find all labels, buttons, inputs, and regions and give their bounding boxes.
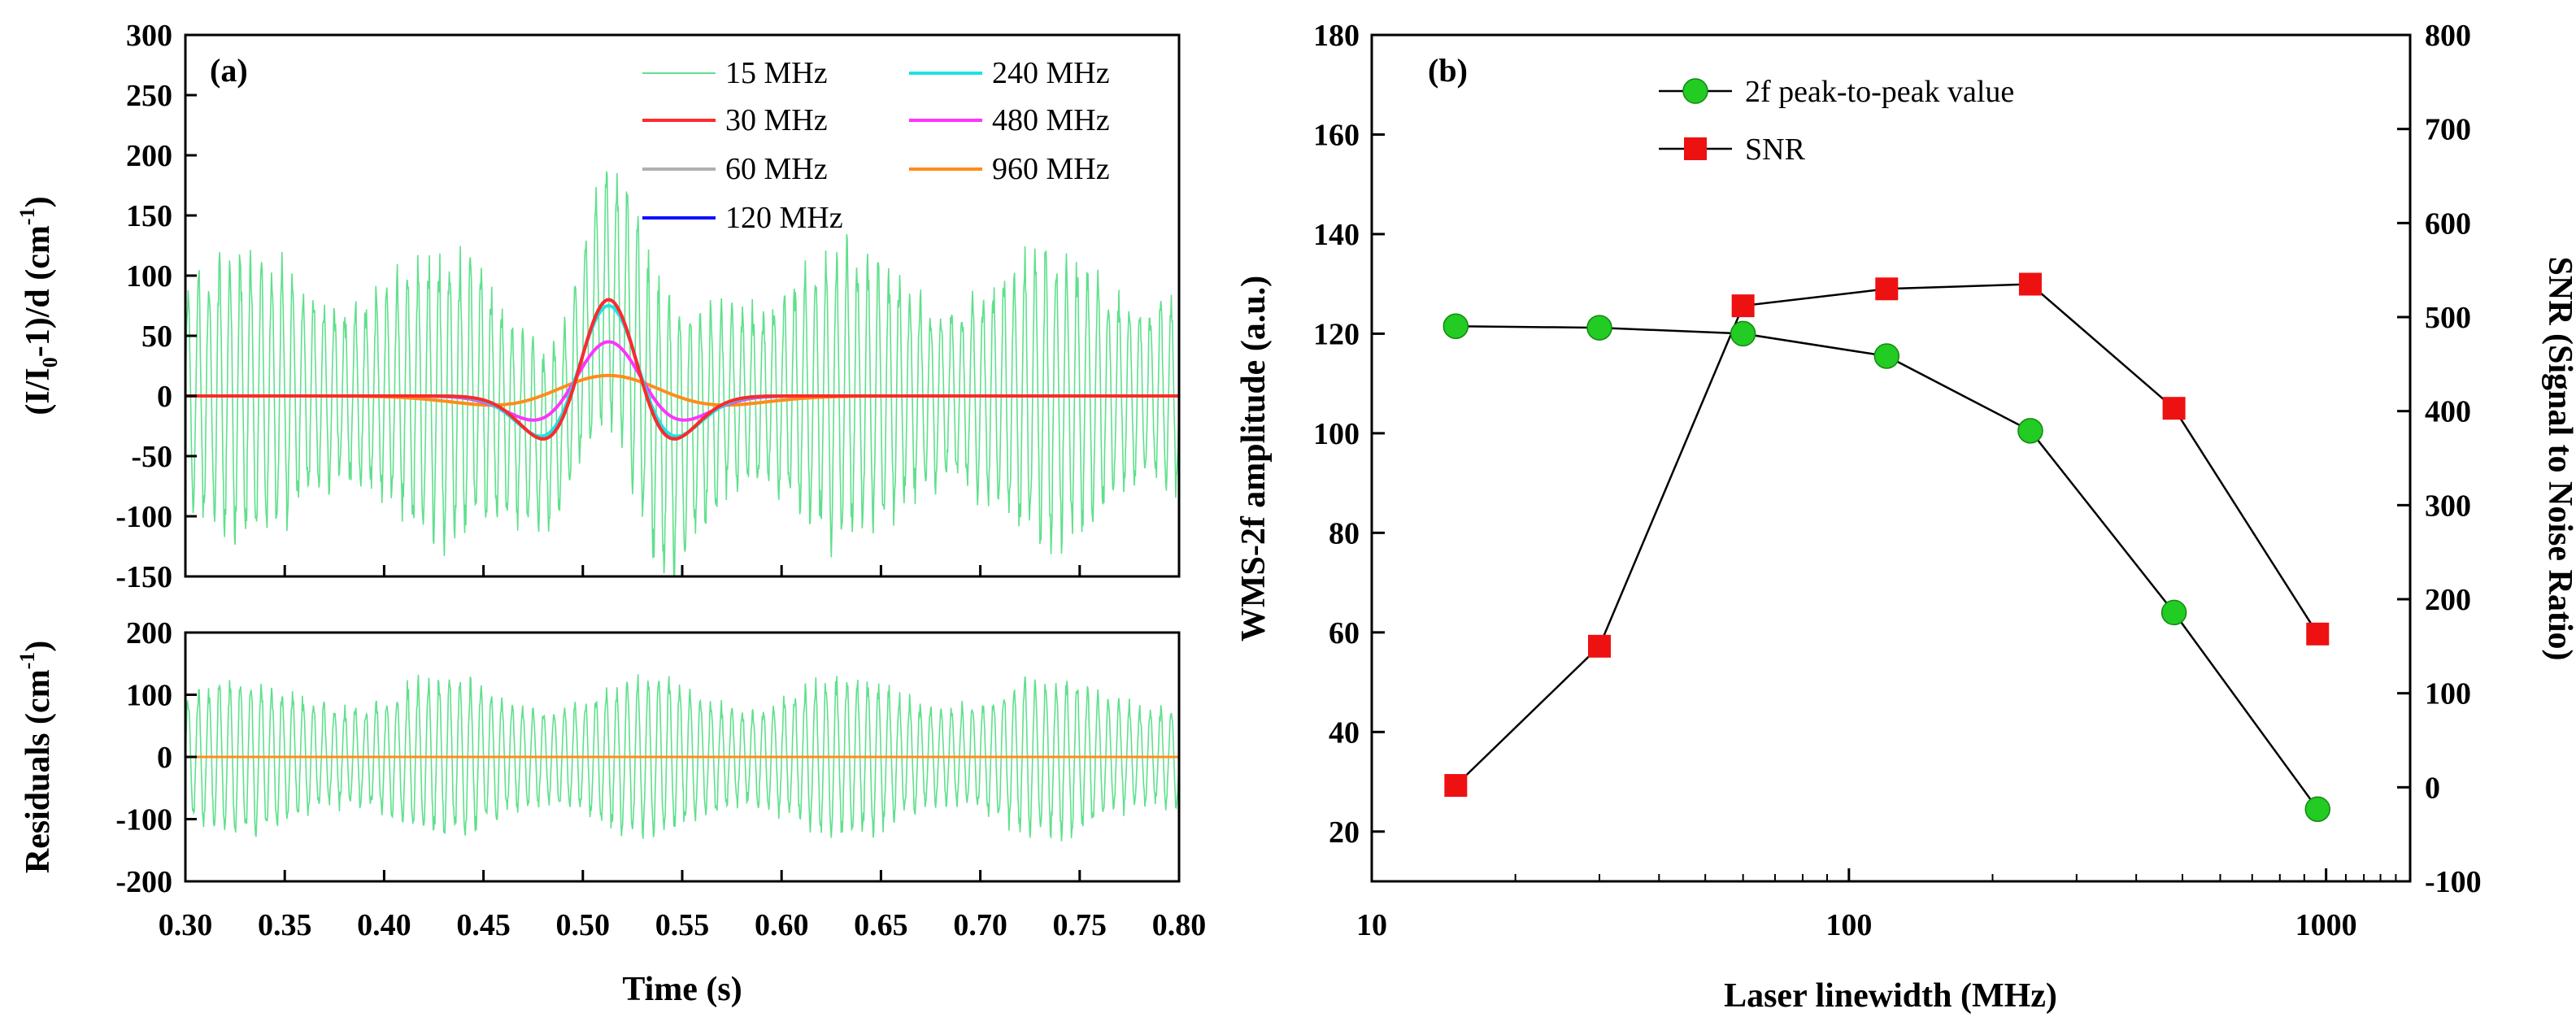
panel-b-legend: 2f peak-to-peak value SNR	[1659, 75, 2014, 167]
x-tick-label: 0.40	[357, 908, 411, 942]
legend-label: 15 MHz	[725, 56, 828, 90]
legend-label: 60 MHz	[725, 152, 828, 186]
y2-tick-label: 300	[2425, 489, 2471, 523]
panel-a-x-axis-label: Time (s)	[622, 971, 742, 1008]
snr-marker	[2018, 272, 2042, 296]
y-tick-label: 0	[157, 741, 172, 775]
snr-marker	[2306, 622, 2330, 646]
peak-to-peak-marker	[2304, 796, 2331, 822]
panel-a-y-axis-label: (I/I0-1)/d (cm-1)	[15, 196, 62, 415]
x-tick-label: 10	[1356, 908, 1387, 942]
y-tick-label: 100	[1313, 417, 1360, 451]
panel-a: -150 -100 -50 0 50 100 150 200 250 300 -200 -100 0 1…	[15, 19, 1206, 1008]
y-tick-label: 0	[157, 380, 172, 414]
y-tick-label: -100	[115, 803, 172, 837]
legend-label: SNR	[1745, 133, 1806, 167]
panel-a-x-ticks: 0.30 0.35 0.40 0.45 0.50 0.55 0.60 0.65 0.70 0.75…	[159, 565, 1207, 942]
y-tick-label: 160	[1313, 118, 1360, 152]
panel-a-label: (a)	[210, 52, 248, 89]
y2-tick-label: 600	[2425, 207, 2471, 241]
snr-marker	[1587, 634, 1611, 658]
series-30mhz-line	[185, 298, 1179, 441]
y-tick-label: 60	[1329, 616, 1360, 650]
y-tick-label: 100	[126, 259, 172, 294]
x-tick-label: 0.70	[953, 908, 1007, 942]
legend-swatch-marker	[1684, 137, 1707, 160]
panel-b-y-axis-label: WMS-2f amplitude (a.u.)	[1235, 276, 1273, 641]
x-tick-label: 0.55	[655, 908, 710, 942]
panel-b-y2-axis-label: SNR (Signal to Noise Ratio)	[2541, 256, 2576, 660]
panel-a-plot-area	[185, 171, 1179, 576]
y2-tick-label: 200	[2425, 583, 2471, 617]
x-tick-label: 0.80	[1152, 908, 1207, 942]
peak-to-peak-marker	[1873, 343, 1900, 369]
y2-tick-label: 100	[2425, 677, 2471, 711]
y-tick-label: -150	[115, 560, 172, 594]
x-tick-label: 1000	[2295, 908, 2357, 942]
x-tick-label: 0.45	[456, 908, 511, 942]
peak-to-peak-marker	[1730, 320, 1756, 347]
y-tick-label: -100	[115, 500, 172, 534]
snr-marker	[1731, 294, 1755, 318]
peak-to-peak-marker	[1442, 313, 1469, 339]
x-tick-label: 0.65	[854, 908, 908, 942]
panel-a-y-ticks: -150 -100 -50 0 50 100 150 200 250 300	[115, 19, 197, 594]
x-tick-label: 0.60	[755, 908, 809, 942]
y-tick-label: 50	[141, 320, 172, 354]
y2-tick-label: 400	[2425, 395, 2471, 429]
x-tick-label: 0.75	[1053, 908, 1107, 942]
snr-marker	[1444, 774, 1468, 798]
series-15mhz-line	[185, 171, 1179, 576]
panel-b-ticks: 10 100 1000 20 40 60 80 100 120 140 160 180 -100 0 100…	[1313, 19, 2482, 942]
y-tick-label: -50	[131, 440, 172, 474]
peak-to-peak-marker	[2160, 599, 2187, 626]
y-tick-label: 40	[1329, 715, 1360, 750]
x-tick-label: 0.30	[159, 908, 213, 942]
panel-a-residuals-plot-area	[185, 674, 1179, 841]
panel-b: 10 100 1000 20 40 60 80 100 120 140 160 180 -100 0 100…	[1235, 19, 2576, 1015]
y-tick-label: 140	[1313, 218, 1360, 252]
y-tick-label: 150	[126, 199, 172, 233]
legend-label: 960 MHz	[992, 152, 1110, 186]
legend-label: 120 MHz	[725, 201, 843, 235]
panel-b-plot-area	[1442, 272, 2331, 822]
snr-marker	[2162, 397, 2186, 420]
y2-tick-label: -100	[2425, 865, 2482, 899]
legend-label: 480 MHz	[992, 103, 1110, 137]
panel-a-residuals-y-ticks: -200 -100 0 100 200	[115, 616, 197, 899]
y-tick-label: 200	[126, 616, 172, 650]
snr-marker	[1875, 277, 1899, 301]
peak-to-peak-marker	[1586, 315, 1612, 341]
y-tick-label: 120	[1313, 317, 1360, 351]
y2-tick-label: 500	[2425, 301, 2471, 335]
legend-label: 2f peak-to-peak value	[1745, 75, 2014, 109]
y-tick-label: 300	[126, 19, 172, 53]
legend-label: 240 MHz	[992, 56, 1110, 90]
y-tick-label: 20	[1329, 815, 1360, 850]
legend-label: 30 MHz	[725, 103, 828, 137]
y-tick-label: 180	[1313, 19, 1360, 53]
y2-tick-label: 700	[2425, 113, 2471, 147]
panel-b-frame	[1370, 33, 2412, 883]
x-tick-label: 0.35	[258, 908, 312, 942]
legend-swatch-marker	[1682, 78, 1708, 104]
y-tick-label: 250	[126, 79, 172, 113]
peak-to-peak-line	[1456, 324, 2319, 810]
y-tick-label: -200	[115, 865, 172, 899]
panel-a-residuals-y-axis-label: Residuals (cm-1)	[15, 641, 57, 874]
panel-b-x-axis-label: Laser linewidth (MHz)	[1724, 977, 2057, 1015]
y-tick-label: 80	[1329, 516, 1360, 550]
peak-to-peak-marker	[2017, 418, 2043, 444]
panel-b-label: (b)	[1428, 52, 1468, 89]
y2-tick-label: 0	[2425, 771, 2440, 805]
x-tick-label: 0.50	[556, 908, 611, 942]
y-tick-label: 200	[126, 139, 172, 173]
y2-tick-label: 800	[2425, 19, 2471, 53]
panel-a-legend: 15 MHz 240 MHz 30 MHz 480 MHz 60 MHz 960 MHz 1…	[642, 56, 1110, 235]
x-tick-label: 100	[1825, 908, 1872, 942]
y-tick-label: 100	[126, 679, 172, 713]
